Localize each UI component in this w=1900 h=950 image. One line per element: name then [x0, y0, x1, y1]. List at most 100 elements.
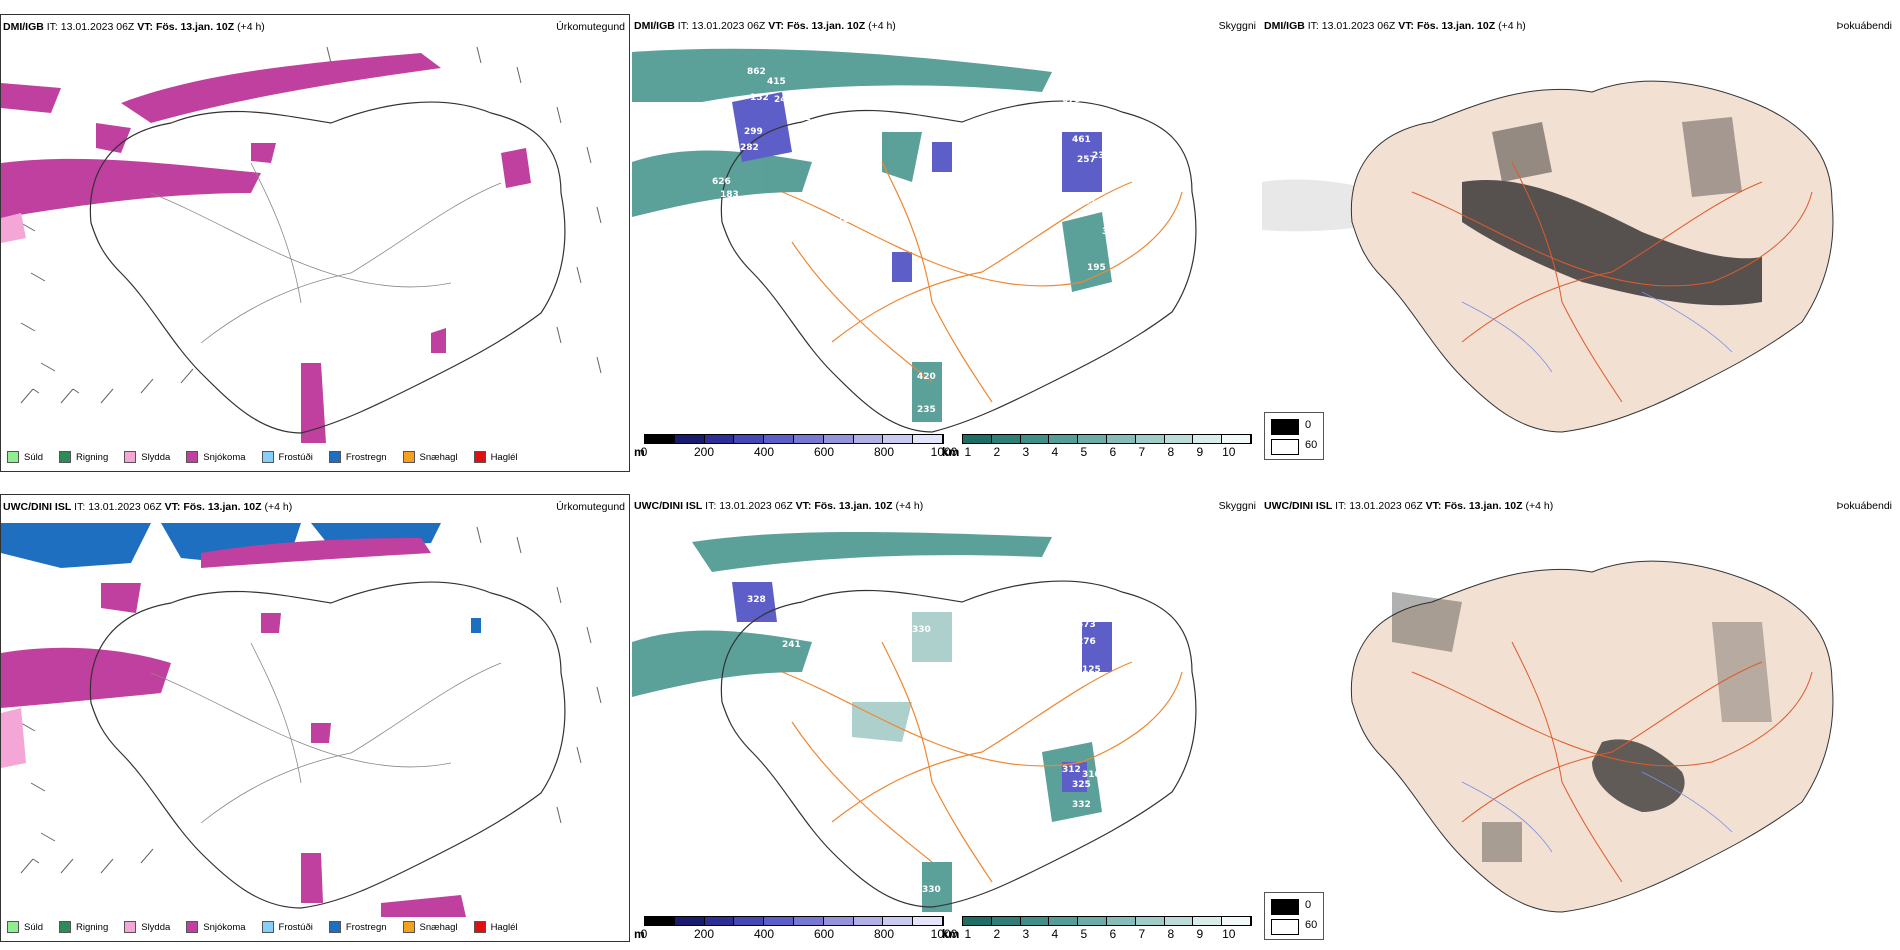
cloud-base-label: 332: [1072, 800, 1091, 810]
fog-map: [1262, 80, 1834, 433]
sleet-area: [1, 708, 26, 768]
cloud-base-label: 626: [712, 177, 731, 187]
visibility-areas: [632, 48, 1112, 422]
cloud-base-label: 328: [747, 595, 766, 605]
visibility-areas: [632, 532, 1102, 912]
cloud-base-label: 241: [832, 240, 851, 250]
cloud-base-label: 390: [1102, 227, 1121, 237]
precip-map: [1, 46, 602, 443]
roads: [150, 642, 502, 824]
cloud-base-label: 330: [912, 625, 931, 635]
tick-label: 4: [1051, 927, 1059, 941]
cloud-base-label: 241: [782, 640, 801, 650]
cloud-base-label: 235: [917, 405, 936, 415]
fog-dense-areas: [1392, 592, 1772, 862]
cloud-base-label: 221: [812, 183, 831, 193]
tick-label: 7: [1138, 927, 1146, 941]
tick-label: 5: [1080, 445, 1088, 459]
tick-label: 10: [1222, 927, 1236, 941]
tick-label: 2: [993, 927, 1001, 941]
cloud-panel-top: DMI/IGB IT: 13.01.2023 06Z VT: Fös. 13.j…: [632, 14, 1324, 472]
legend-item: Snjókoma: [186, 921, 246, 933]
tick-label: 8: [1167, 927, 1175, 941]
cloud-base-areas: [732, 582, 1112, 792]
fog-dense-areas: [1462, 117, 1762, 306]
legend-item: Haglél: [473, 921, 518, 933]
rivers: [1461, 291, 1733, 373]
cloud-base-label: 217: [1072, 320, 1091, 330]
cloud-base-label: 415: [767, 77, 786, 87]
cloud-base-unit: m: [634, 927, 645, 941]
iceland-outline: [720, 580, 1197, 908]
legend-item: Súld: [7, 921, 43, 933]
panel-title: Úrkomutegund: [556, 501, 625, 513]
panel-title: Þokuábendi: [1836, 20, 1892, 32]
precip-legend: Súld Rigning Slydda Snjókoma Frostúði Fr…: [1, 445, 629, 469]
tick-label: 10: [1222, 445, 1236, 459]
legend-item: Snæhagl: [402, 451, 458, 463]
tick-label: 6: [1109, 445, 1117, 459]
tick-label: 800: [873, 927, 895, 941]
tick-label: 8: [1167, 445, 1175, 459]
cloud-base-label: 420: [917, 372, 936, 382]
visibility-unit: km: [942, 445, 960, 459]
cloud-base-label: 778: [820, 195, 839, 205]
iceland-outline: [89, 101, 566, 434]
cloud-base-label: 238: [1092, 151, 1111, 161]
tick-label: 5: [1080, 927, 1088, 941]
tick-label: 200: [693, 445, 715, 459]
legend-item: Slydda: [124, 921, 170, 933]
cloud-base-label: 223: [1077, 197, 1096, 207]
legend-item: Frostregn: [328, 921, 387, 933]
panel-title: Þokuábendi: [1836, 500, 1892, 512]
cloud-base-label: 330: [922, 885, 941, 895]
cloud-base-areas: [732, 92, 1102, 282]
tick-label: 600: [813, 927, 835, 941]
panel-header: DMI/IGB IT: 13.01.2023 06Z VT: Fös. 13.j…: [634, 20, 896, 32]
cloud-panel-bottom: UWC/DINI ISL IT: 13.01.2023 06Z VT: Fös.…: [632, 494, 1324, 950]
cloud-base-label: 573: [1077, 620, 1096, 630]
legend-item: Haglél: [473, 451, 518, 463]
tick-label: 3: [1022, 445, 1030, 459]
cloud-base-label: 282: [740, 143, 759, 153]
precip-panel-top: DMI/IGB IT: 13.01.2023 06Z VT: Fös. 13.j…: [0, 14, 630, 472]
cloud-base-label: 160: [1064, 355, 1083, 365]
tick-label: 1: [964, 927, 972, 941]
cloud-base-label: 461: [1072, 135, 1091, 145]
cloud-base-label: 276: [1077, 637, 1096, 647]
tick-label: 800: [873, 445, 895, 459]
cloud-base-label: 183: [720, 190, 739, 200]
roads: [150, 162, 502, 344]
cloud-base-colorbar: m 0 200 400 600 800 1000 km 1 2 3 4 5 6 …: [634, 434, 1254, 464]
precip-legend: Súld Rigning Slydda Snjókoma Frostúði Fr…: [1, 915, 629, 939]
panel-header: DMI/IGB IT: 13.01.2023 06Z VT: Fös. 13.j…: [1264, 20, 1526, 32]
fog-sea-area: [1262, 179, 1362, 232]
legend-item: Rigning: [59, 921, 108, 933]
panel-title: Úrkomutegund: [556, 21, 625, 33]
fog-legend: 0 60: [1264, 412, 1324, 460]
cloud-base-colorbar: m 0 200 400 600 800 1000 km 1 2 3 4 5 6 …: [634, 916, 1254, 946]
visibility-unit: km: [942, 927, 960, 941]
iceland-land: [1350, 560, 1834, 913]
tick-label: 6: [1109, 927, 1117, 941]
wind-barbs: [20, 526, 602, 874]
tick-label: 1000: [930, 445, 958, 459]
roads: [1411, 641, 1813, 883]
panel-header: UWC/DINI ISL IT: 13.01.2023 06Z VT: Fös.…: [634, 500, 924, 512]
tick-label: 3: [1022, 927, 1030, 941]
tick-label: 4: [1051, 445, 1059, 459]
roads: [1411, 161, 1813, 403]
cloud-base-label: 433: [757, 570, 776, 580]
legend-item: Snjókoma: [186, 451, 246, 463]
cloud-base-label: 325: [1072, 780, 1091, 790]
fog-legend: 0 60: [1264, 892, 1324, 940]
cloud-base-label: 673: [1062, 95, 1081, 105]
cloud-base-label: 202: [1062, 340, 1081, 350]
fog-map: [1350, 560, 1834, 913]
cloud-base-label: 235: [862, 695, 881, 705]
legend-item: Snæhagl: [402, 921, 458, 933]
cloud-base-label: 310: [1082, 770, 1101, 780]
